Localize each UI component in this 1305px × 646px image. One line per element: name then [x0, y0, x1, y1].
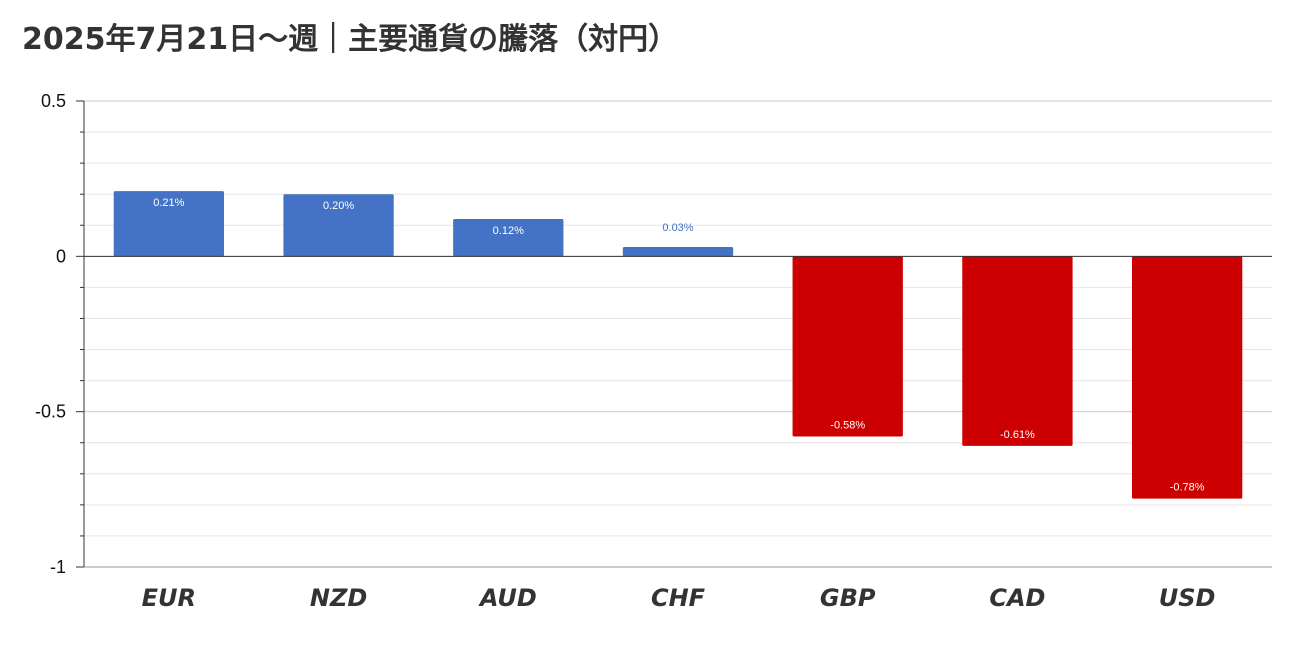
y-tick-label: -1: [50, 557, 66, 577]
bars: [113, 191, 1243, 499]
data-label: 0.21%: [153, 197, 184, 209]
x-tick-label: CHF: [651, 584, 706, 612]
x-tick-label: EUR: [142, 584, 196, 612]
x-tick-label: USD: [1159, 584, 1216, 612]
bar-aud: [453, 219, 564, 257]
data-label: -0.78%: [1170, 482, 1205, 494]
bar-cad: [962, 256, 1073, 446]
bar-gbp: [792, 256, 903, 437]
bar-nzd: [283, 194, 394, 257]
x-tick-label: GBP: [820, 584, 876, 612]
data-label: 0.03%: [662, 222, 693, 234]
data-label: -0.61%: [1000, 429, 1035, 441]
data-label: -0.58%: [830, 420, 865, 432]
data-label: 0.20%: [323, 200, 354, 212]
y-tick-label: 0.5: [41, 91, 66, 111]
y-tick-label: -0.5: [35, 402, 66, 422]
data-labels: 0.21% 0.20% 0.12% 0.03% -0.58% -0.61% -0.78%: [153, 197, 1205, 494]
bar-usd: [1131, 256, 1243, 499]
x-axis: EUR NZD AUD CHF GBP CAD USD: [84, 255, 1272, 612]
y-axis: 0.5 0 -0.5 -1: [35, 91, 85, 577]
bar-chf: [622, 247, 734, 257]
data-label: 0.12%: [493, 225, 524, 237]
y-tick-label: 0: [56, 246, 66, 266]
x-tick-label: AUD: [478, 584, 537, 612]
chart-title: 2025年7月21日～週｜主要通貨の騰落（対円）: [22, 22, 679, 57]
x-tick-label: NZD: [310, 584, 367, 612]
bar-eur: [113, 191, 225, 257]
x-tick-label: CAD: [989, 584, 1045, 612]
gridlines: [84, 100, 1272, 568]
